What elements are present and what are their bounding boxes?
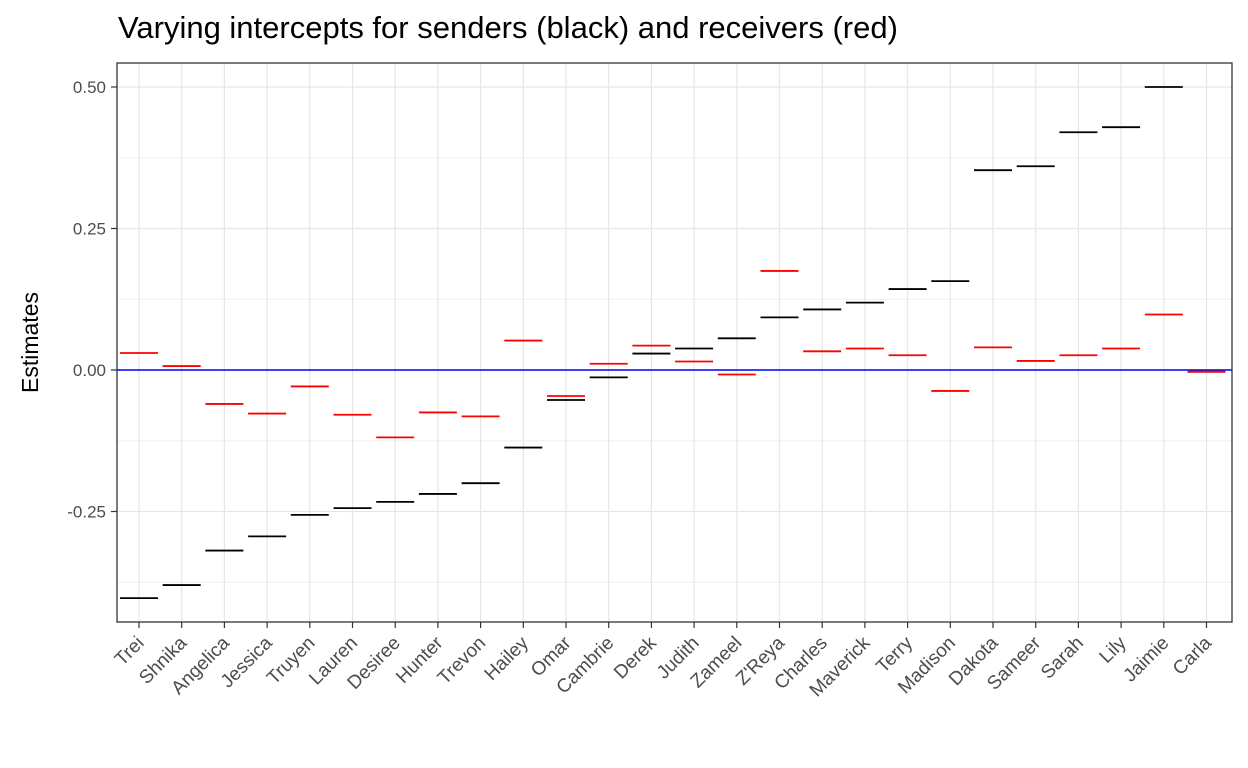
estimate-marks [120,86,1226,599]
x-tick-label: Carla [1169,632,1216,679]
x-tick-label: Trevon [434,633,490,689]
y-tick-label: -0.25 [67,503,106,522]
x-tick-label: Jaimie [1120,633,1174,687]
x-tick-label: Sarah [1037,633,1088,684]
axes: -0.250.000.250.50TreiShnikaAngelicaJessi… [67,78,1216,701]
y-axis-label: Estimates [17,292,43,393]
x-tick-label: Trei [111,633,148,670]
chart-title: Varying intercepts for senders (black) a… [118,10,898,45]
panel-border [116,62,1233,623]
x-tick-label: Hailey [481,632,534,685]
y-tick-label: 0.00 [73,361,106,380]
x-tick-label: Lily [1096,632,1131,667]
y-tick-label: 0.25 [73,220,106,239]
x-tick-label: Derek [610,632,661,683]
grid-lines [117,63,1232,622]
y-tick-label: 0.50 [73,78,106,97]
